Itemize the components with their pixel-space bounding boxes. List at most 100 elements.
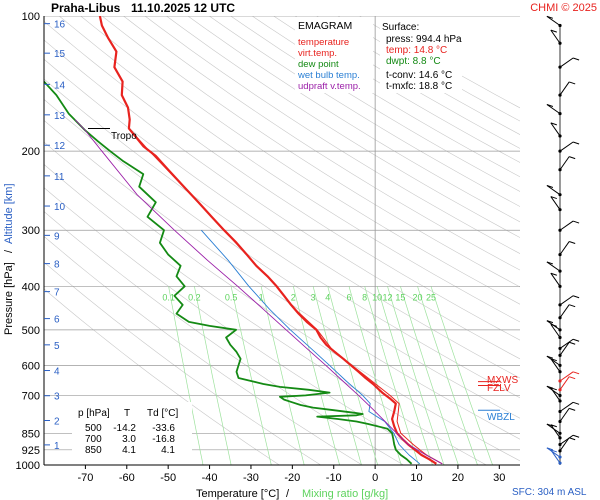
wind-barb-flag [550, 196, 557, 200]
wind-barb-dot [558, 112, 562, 116]
legend-box [295, 17, 373, 93]
wind-barb-staff [550, 29, 561, 44]
pressure-tick-label: 400 [22, 281, 40, 293]
wind-barb-dot [558, 193, 562, 197]
wind-barb [558, 371, 580, 383]
dry-adiabat [59, 16, 520, 323]
wind-barb-flag [569, 156, 576, 160]
wind-barb-flag [546, 355, 554, 359]
y-axis-title-pressure: Pressure [hPa] [3, 262, 15, 335]
altitude-tick-label: 6 [54, 315, 60, 326]
wind-barb-dot [558, 149, 562, 153]
wind-barb-flag [572, 338, 580, 342]
wind-barb-staff [546, 423, 561, 434]
dry-adiabat [44, 141, 520, 462]
altitude-tick-label: 5 [54, 341, 60, 352]
wind-barb-staff [559, 434, 574, 445]
altitude-tick-label: 11 [54, 172, 65, 183]
wind-barb [550, 272, 562, 288]
wind-barb-dot [558, 303, 562, 307]
dry-adiabat [337, 16, 520, 122]
wind-barb-staff [559, 57, 574, 68]
wind-barb-flag [550, 358, 557, 362]
dry-adiabat [359, 16, 520, 109]
wind-barb [558, 338, 580, 351]
wind-barb-flag [569, 376, 576, 380]
dry-adiabat [44, 78, 520, 399]
pressure-tick-label: 925 [22, 445, 40, 457]
level-markers [88, 127, 500, 411]
mixing-ratio-label: 1 [259, 292, 264, 302]
altitude-tick-label: 2 [54, 417, 60, 428]
x-tick-label: -70 [77, 472, 93, 484]
wind-barb-staff [550, 272, 561, 287]
wind-barb-staff [546, 447, 561, 458]
wind-barb-dot [558, 370, 562, 374]
wind-barb-dot [558, 419, 562, 424]
dry-adiabat [44, 236, 363, 465]
table-cell: -14.2 [113, 423, 136, 434]
table-cell: 4.1 [161, 445, 175, 456]
wind-barb-dot [558, 23, 562, 28]
pressure-tick-label: 300 [22, 225, 40, 237]
x-tick-label: -30 [243, 472, 259, 484]
surface-dwpt: dwpt: 8.8 °C [386, 56, 441, 67]
wind-barb-staff [559, 304, 570, 319]
dry-adiabat [44, 58, 520, 379]
pressure-tick-label: 700 [22, 390, 40, 402]
mixing-ratio-line [230, 286, 272, 465]
table-row-500: 500 -14.2 -33.6 [85, 423, 175, 434]
wind-barb-staff [559, 376, 570, 391]
wind-barb-flag [550, 424, 557, 428]
wind-barb [558, 376, 576, 392]
wind-barb-flag [572, 295, 580, 299]
mixing-ratio-label: 4 [325, 292, 330, 302]
wind-barb-flag [546, 103, 554, 107]
pressure-tick-label: 500 [22, 325, 40, 337]
dry-adiabat [166, 16, 520, 238]
wind-barb-dot [558, 41, 562, 45]
wind-barb-flag [546, 261, 554, 265]
x-tick-label: -50 [160, 472, 176, 484]
x-tick-label: 10 [410, 472, 422, 484]
mixing-ratio-line [417, 286, 478, 465]
wind-barb-staff [550, 424, 561, 439]
wind-barb [558, 220, 580, 232]
dry-adiabat [144, 16, 520, 254]
wind-barb-staff [546, 104, 561, 115]
wind-barb [550, 196, 562, 212]
wind-barb-flag [572, 434, 580, 438]
wind-barb-staff [559, 408, 570, 422]
legend-item-updraft: udpraft v.temp. [298, 81, 361, 92]
surface-tconv: t-conv: 14.6 °C [386, 70, 452, 81]
mixing-ratio-line [312, 286, 362, 465]
mixing-ratio-label: 10 [372, 292, 382, 302]
wind-barb [558, 141, 580, 153]
table-cell: 500 [85, 423, 102, 434]
wind-barb-dot [558, 353, 562, 357]
wind-barb-staff [550, 196, 561, 210]
wind-barb-dot [558, 208, 562, 212]
altitude-tick-label: 4 [54, 367, 60, 378]
wind-barb-flag [550, 122, 557, 126]
altitude-tick-label: 3 [54, 392, 60, 403]
wind-barb [550, 424, 562, 440]
pressure-tick-label: 600 [22, 360, 40, 372]
fzlv-label: FZLV [487, 383, 511, 394]
legend-item-dew-point: dew point [298, 59, 339, 70]
table-header-p: p [hPa] [78, 408, 110, 419]
x-tick-label: -40 [202, 472, 218, 484]
wind-profile [546, 15, 580, 465]
wind-barb [546, 423, 562, 435]
wind-barb-flag [569, 437, 576, 441]
surface-temp: temp: 14.8 °C [386, 45, 447, 56]
x-tick-label: -60 [119, 472, 135, 484]
mixing-ratio-line [430, 286, 493, 465]
wind-barb-dot [558, 442, 562, 447]
pressure-tick-label: 850 [22, 428, 40, 440]
wind-barb [550, 358, 562, 374]
legend-item-virt-temp: virt.temp. [298, 48, 337, 59]
wind-barb-flag [550, 272, 557, 276]
mixing-ratio-line [292, 286, 340, 465]
